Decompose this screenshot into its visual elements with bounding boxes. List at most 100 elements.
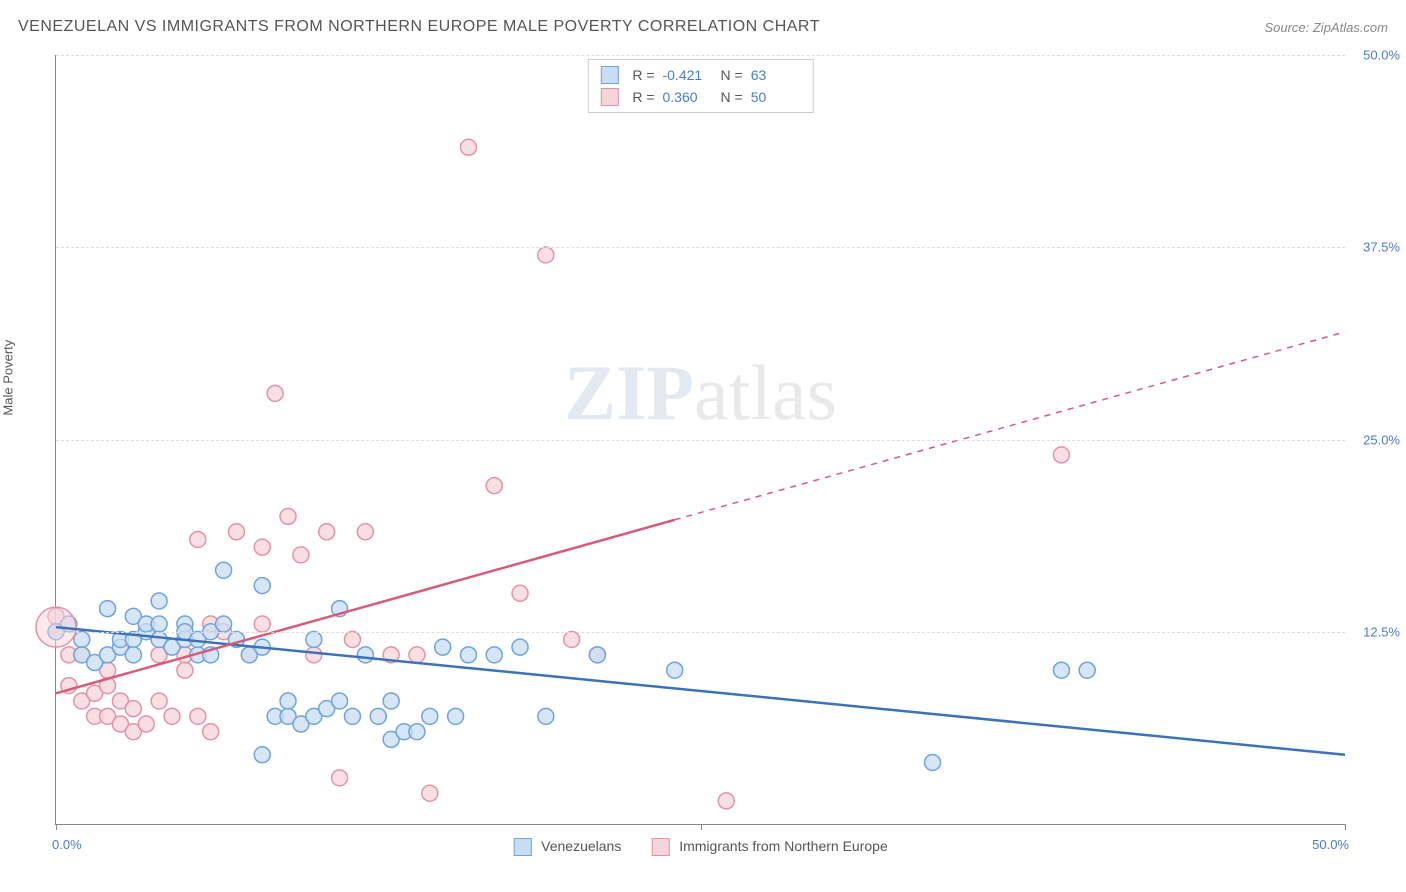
scatter-point: [138, 716, 154, 732]
scatter-point: [357, 647, 373, 663]
scatter-point: [435, 639, 451, 655]
scatter-point: [357, 524, 373, 540]
chart-header: VENEZUELAN VS IMMIGRANTS FROM NORTHERN E…: [18, 18, 1388, 36]
r-label: R =: [632, 89, 654, 105]
legend-label-1: Immigrants from Northern Europe: [679, 838, 888, 854]
x-tick-mark: [1345, 824, 1346, 830]
n-value-1: 50: [751, 89, 801, 105]
legend-row-series-1: R = 0.360 N = 50: [600, 86, 800, 108]
scatter-point: [254, 747, 270, 763]
scatter-point: [1053, 662, 1069, 678]
y-tick-label: 37.5%: [1350, 240, 1400, 255]
scatter-point: [409, 724, 425, 740]
gridline: [56, 440, 1345, 441]
scatter-point: [538, 708, 554, 724]
scatter-point: [164, 708, 180, 724]
x-tick-mark: [56, 824, 57, 830]
series-legend: Venezuelans Immigrants from Northern Eur…: [513, 838, 888, 856]
scatter-point: [254, 578, 270, 594]
scatter-point: [151, 593, 167, 609]
scatter-point: [319, 524, 335, 540]
scatter-point: [306, 647, 322, 663]
legend-row-series-0: R = -0.421 N = 63: [600, 64, 800, 86]
trend-line-dashed: [675, 332, 1345, 520]
gridline: [56, 632, 1345, 633]
scatter-point: [344, 708, 360, 724]
scatter-point: [422, 785, 438, 801]
r-label: R =: [632, 67, 654, 83]
scatter-point: [228, 524, 244, 540]
scatter-point: [177, 662, 193, 678]
scatter-point: [538, 247, 554, 263]
scatter-point: [1079, 662, 1095, 678]
scatter-point: [925, 754, 941, 770]
x-tick-mark: [701, 824, 702, 830]
legend-swatch-bottom-0: [513, 838, 531, 856]
scatter-point: [216, 562, 232, 578]
scatter-point: [718, 793, 734, 809]
x-min-label: 0.0%: [52, 837, 82, 852]
scatter-point: [512, 585, 528, 601]
correlation-legend: R = -0.421 N = 63 R = 0.360 N = 50: [587, 59, 813, 113]
scatter-point: [267, 385, 283, 401]
y-tick-label: 12.5%: [1350, 624, 1400, 639]
scatter-point: [100, 601, 116, 617]
scatter-point: [667, 662, 683, 678]
source-name: ZipAtlas.com: [1313, 20, 1388, 35]
scatter-point: [190, 531, 206, 547]
source-attribution: Source: ZipAtlas.com: [1264, 20, 1388, 35]
scatter-point: [216, 616, 232, 632]
scatter-point: [125, 647, 141, 663]
scatter-point: [125, 701, 141, 717]
gridline: [56, 247, 1345, 248]
scatter-point: [422, 708, 438, 724]
r-value-1: 0.360: [663, 89, 713, 105]
scatter-point: [74, 631, 90, 647]
r-value-0: -0.421: [663, 67, 713, 83]
scatter-point: [151, 693, 167, 709]
scatter-point: [332, 770, 348, 786]
legend-label-0: Venezuelans: [541, 838, 621, 854]
scatter-point: [460, 139, 476, 155]
trend-line: [56, 627, 1345, 755]
scatter-point: [332, 693, 348, 709]
scatter-point: [383, 693, 399, 709]
scatter-point: [486, 478, 502, 494]
scatter-point: [409, 647, 425, 663]
scatter-point: [151, 616, 167, 632]
scatter-point: [486, 647, 502, 663]
scatter-point: [344, 631, 360, 647]
scatter-point: [448, 708, 464, 724]
scatter-point: [254, 539, 270, 555]
scatter-point: [1053, 447, 1069, 463]
scatter-point: [589, 647, 605, 663]
chart-title: VENEZUELAN VS IMMIGRANTS FROM NORTHERN E…: [18, 18, 820, 36]
scatter-point: [280, 693, 296, 709]
scatter-point: [280, 508, 296, 524]
scatter-point: [564, 631, 580, 647]
n-value-0: 63: [751, 67, 801, 83]
scatter-point: [512, 639, 528, 655]
y-tick-label: 50.0%: [1350, 48, 1400, 63]
scatter-point: [460, 647, 476, 663]
legend-swatch-1: [600, 88, 618, 106]
scatter-point: [203, 724, 219, 740]
scatter-point: [293, 547, 309, 563]
plot-area: ZIPatlas R = -0.421 N = 63 R = 0.360 N =…: [55, 55, 1345, 825]
y-tick-label: 25.0%: [1350, 432, 1400, 447]
n-label: N =: [721, 89, 743, 105]
n-label: N =: [721, 67, 743, 83]
scatter-point: [306, 631, 322, 647]
legend-swatch-0: [600, 66, 618, 84]
y-axis-label: Male Poverty: [1, 340, 16, 416]
scatter-point: [190, 708, 206, 724]
trend-line-solid: [56, 520, 675, 693]
gridline: [56, 55, 1345, 56]
scatter-point: [254, 616, 270, 632]
x-max-label: 50.0%: [1312, 837, 1349, 852]
legend-item-1: Immigrants from Northern Europe: [651, 838, 887, 856]
scatter-point: [370, 708, 386, 724]
legend-swatch-bottom-1: [651, 838, 669, 856]
source-prefix: Source:: [1264, 20, 1312, 35]
legend-item-0: Venezuelans: [513, 838, 621, 856]
